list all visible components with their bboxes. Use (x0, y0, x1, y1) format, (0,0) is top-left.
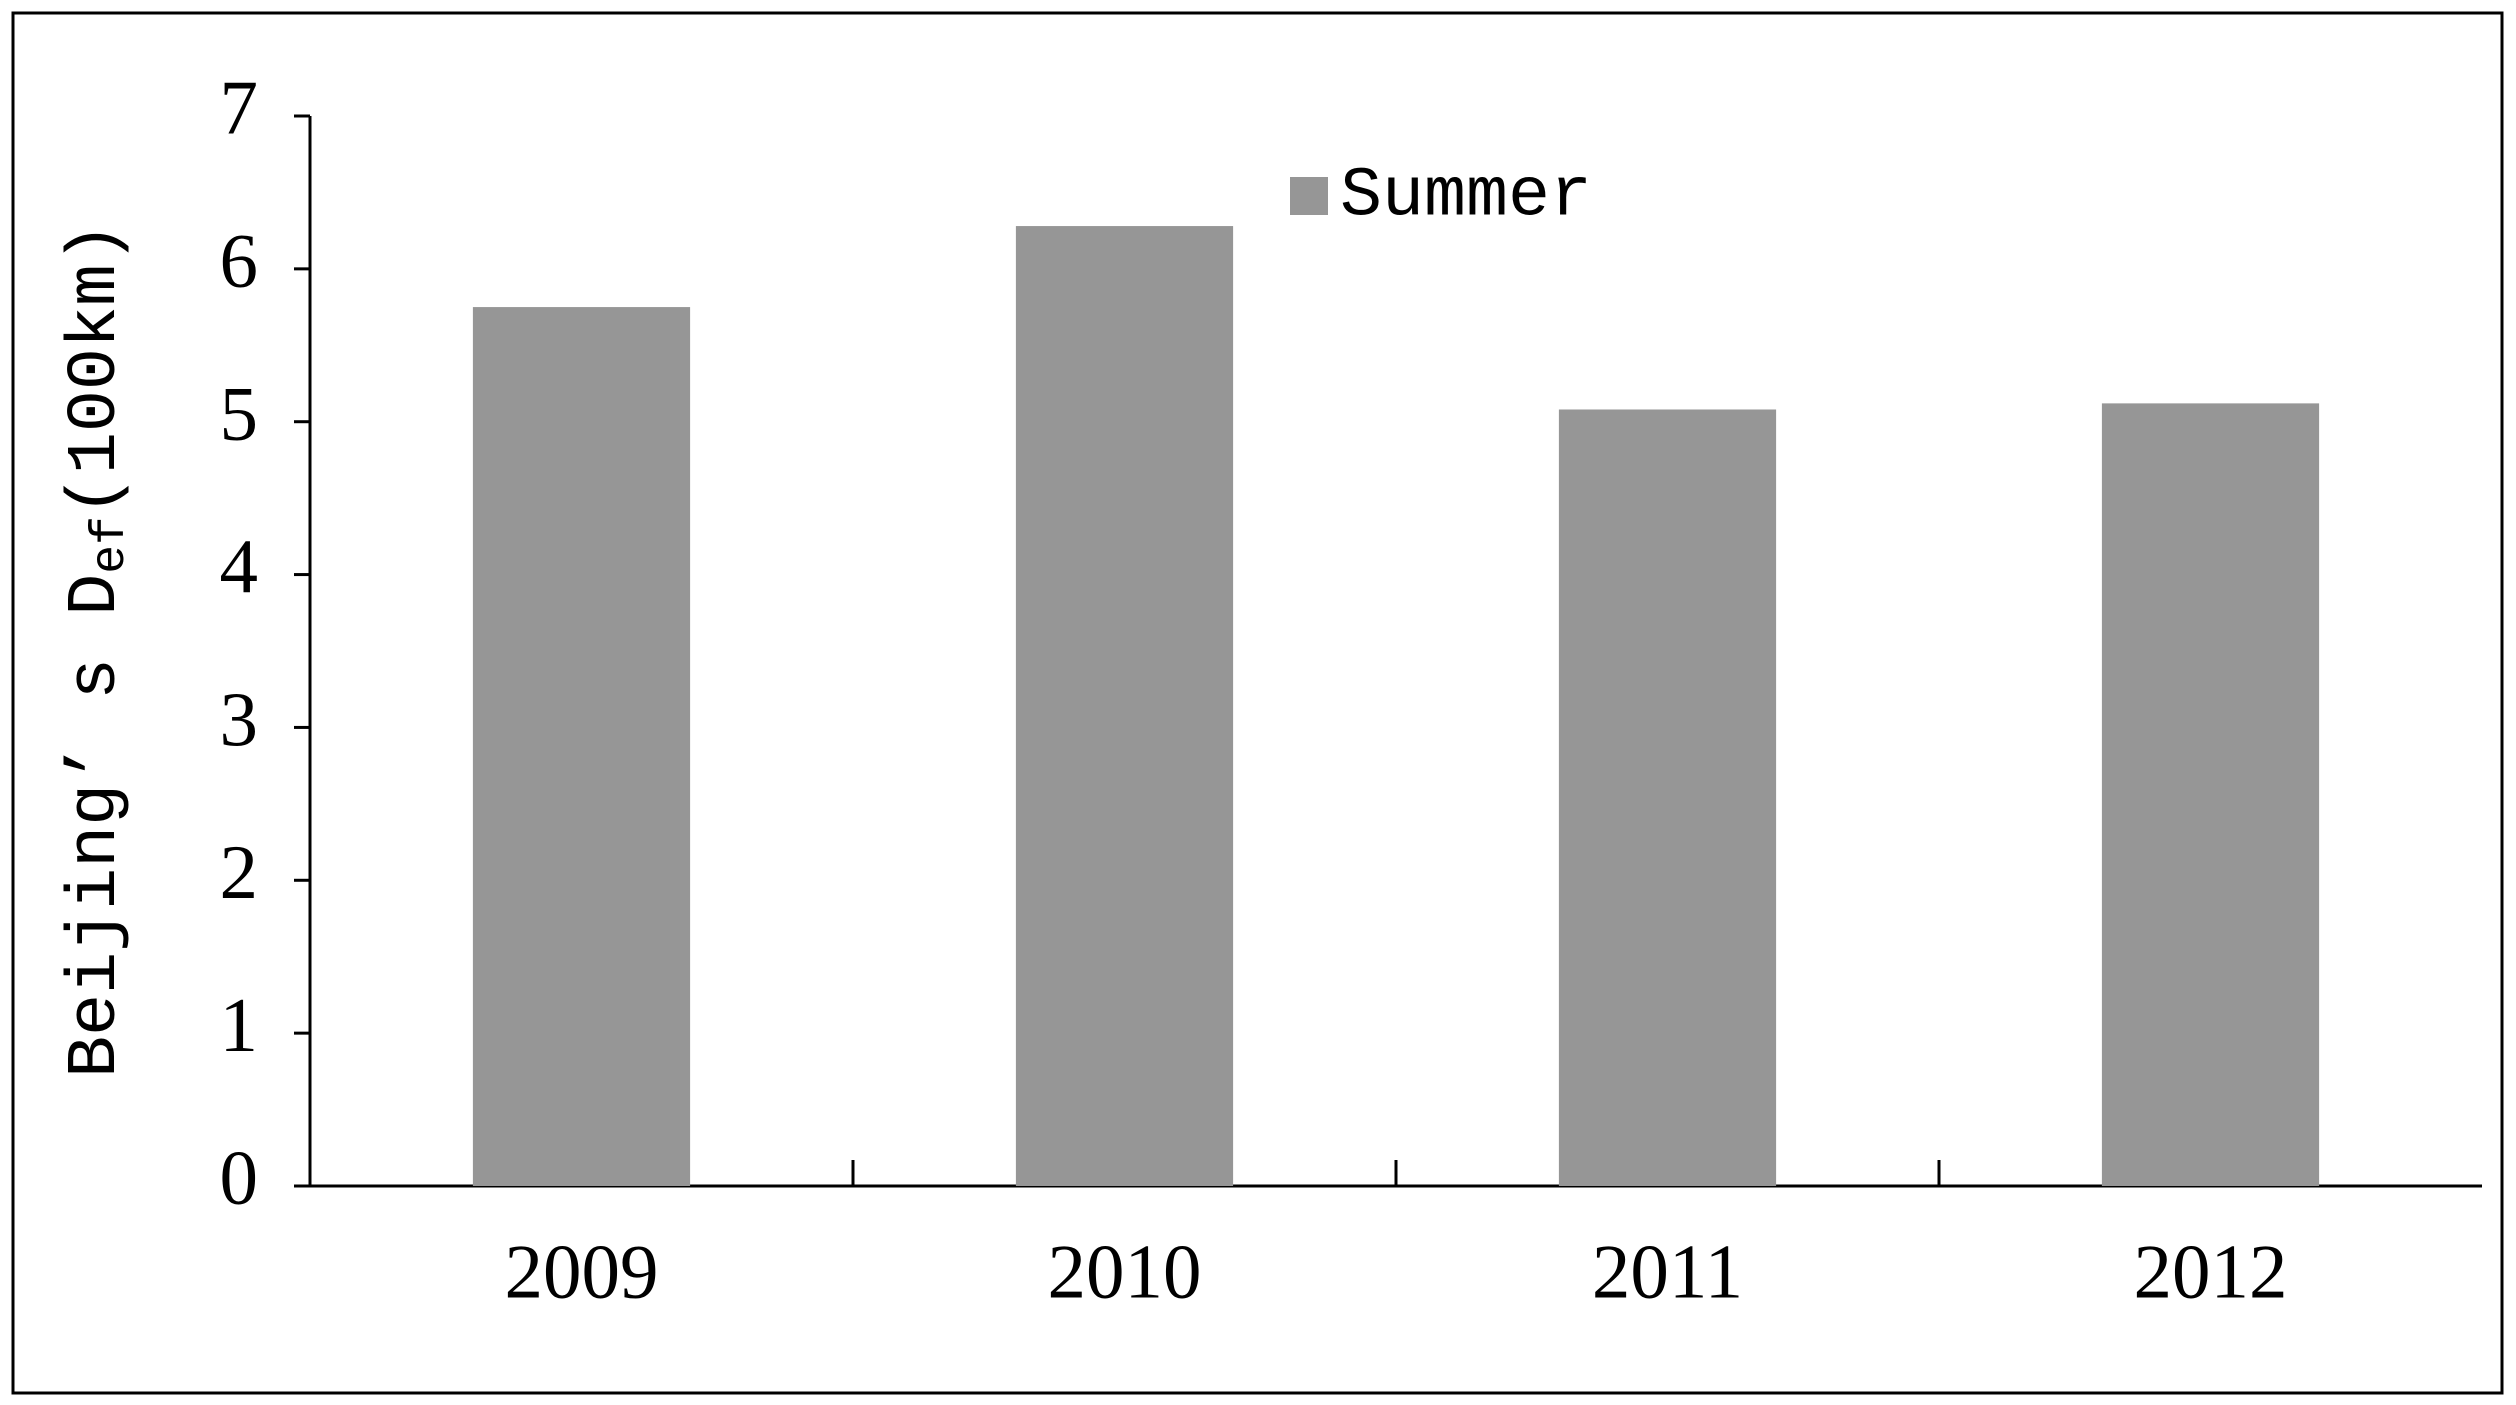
y-label-text: Beijing’ s D (57, 574, 136, 1078)
y-label-subscript: ef (84, 516, 138, 574)
y-tick-label: 3 (220, 676, 259, 762)
y-axis-label: Beijing’ s Def(100km) (57, 222, 137, 1078)
y-tick-label: 5 (220, 370, 259, 456)
bar (1015, 226, 1234, 1187)
legend-swatch (1290, 177, 1328, 215)
y-tick-label: 4 (220, 523, 259, 609)
bar (1558, 409, 1777, 1186)
x-tick-label: 2011 (1592, 1229, 1743, 1315)
y-tick-label: 1 (220, 982, 259, 1068)
y-tick-label: 2 (220, 829, 259, 915)
legend-label: Summer (1340, 157, 1592, 236)
y-label-suffix: (100km) (57, 222, 136, 516)
frame (11, 11, 2504, 1395)
y-tick-label: 7 (220, 65, 259, 151)
x-tick-label: 2012 (2134, 1229, 2288, 1315)
x-tick-label: 2009 (505, 1229, 659, 1315)
bar (472, 307, 691, 1187)
bar (2101, 403, 2320, 1186)
y-tick-label: 0 (220, 1135, 259, 1221)
y-tick-label: 6 (220, 218, 259, 304)
x-tick-label: 2010 (1048, 1229, 1202, 1315)
